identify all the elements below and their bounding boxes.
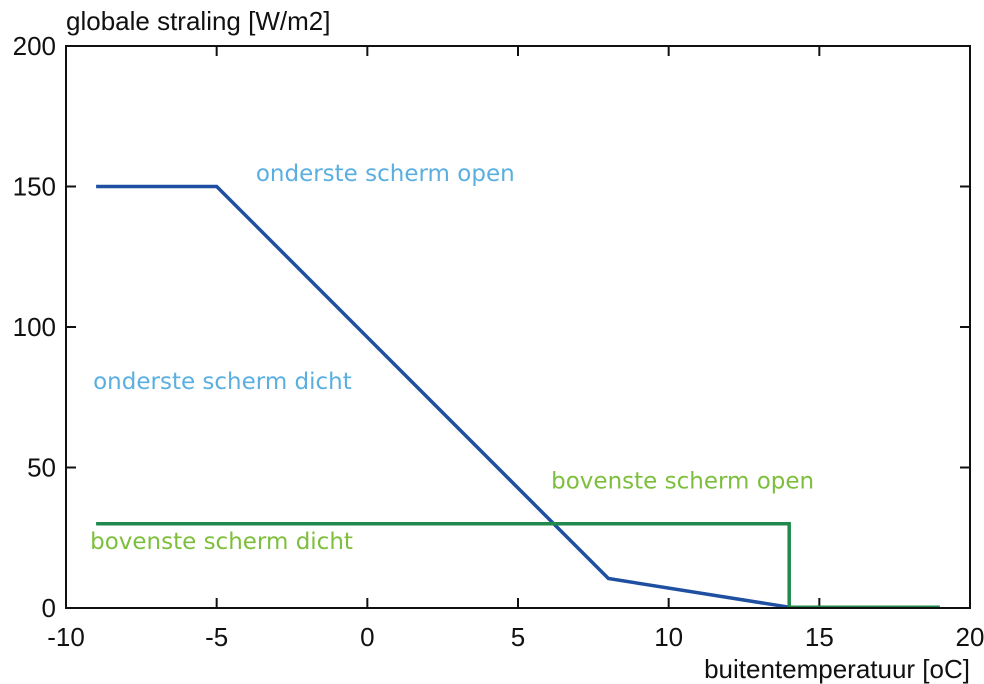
x-tick-label: -10 [47,622,85,652]
x-tick-label: 15 [805,622,834,652]
x-tick-label: 10 [654,622,683,652]
annotation-label: onderste scherm dicht [93,369,352,395]
y-tick-label: 0 [42,593,56,623]
series-line-1 [96,184,790,609]
y-tick-label: 150 [13,172,56,202]
annotation-label: bovenste scherm dicht [90,529,353,555]
annotation-label: bovenste scherm open [551,469,814,495]
x-tick-label: -5 [205,622,228,652]
x-tick-label: 5 [511,622,525,652]
x-tick-label: 0 [360,622,374,652]
plot-frame [65,45,971,609]
x-axis-title: buitentemperatuur [oC] [704,654,970,684]
y-tick-label: 100 [13,312,56,342]
y-tick-label: 200 [13,31,56,61]
y-tick-label: 50 [27,453,56,483]
annotation-label: onderste scherm open [256,161,515,187]
y-axis-title: globale straling [W/m2] [66,6,330,36]
x-tick-label: 20 [956,622,984,652]
